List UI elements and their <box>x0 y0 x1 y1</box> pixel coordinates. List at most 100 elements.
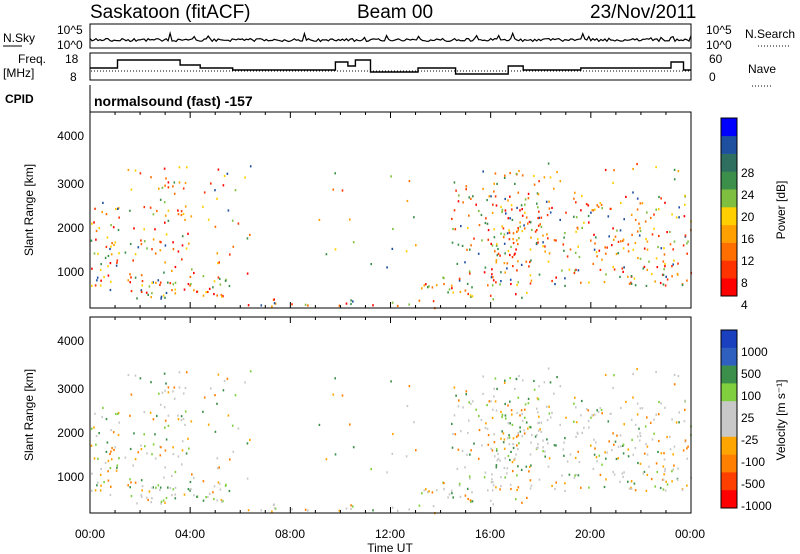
velocity-echo-cell <box>612 470 614 474</box>
x-tick-1600: 16:00 <box>475 527 505 541</box>
velocity-echo-cell <box>509 400 511 403</box>
power-echo-cell <box>205 291 207 294</box>
power-echo-cell <box>221 295 223 298</box>
power-echo-cell <box>643 247 646 250</box>
velocity-echo-cell <box>630 487 633 490</box>
axis-tick-marks <box>89 112 692 513</box>
velocity-echo-cell <box>164 389 166 392</box>
power-echo-cell <box>217 168 220 171</box>
power-echo-cell <box>151 281 153 284</box>
power-echo-cell <box>519 221 521 224</box>
velocity-echo-cell <box>604 373 607 377</box>
power-echo-cell <box>152 213 155 216</box>
velocity-echo-cell <box>548 405 550 408</box>
power-echo-cell <box>127 168 130 172</box>
power-echo-cell <box>443 283 445 286</box>
velocity-echo-cell <box>509 377 511 380</box>
velocity-echo-cell <box>681 488 684 492</box>
velocity-echo-cell <box>154 433 156 436</box>
power-echo-cell <box>639 202 642 205</box>
velocity-echo-cell <box>189 489 191 492</box>
velocity-echo-cell <box>664 489 667 492</box>
power-echo-cell <box>517 227 519 230</box>
power-echo-cell <box>187 283 190 286</box>
velocity-echo-cell <box>103 481 105 484</box>
power-echo-cell <box>274 302 277 305</box>
power-echo-cell <box>574 269 576 272</box>
velocity-echo-cell <box>536 407 538 410</box>
power-echo-cell <box>94 207 96 210</box>
power-echo-cell <box>465 185 468 188</box>
velocity-echo-cell <box>466 453 468 456</box>
power-echo-cell <box>654 280 656 283</box>
velocity-echo-cell <box>447 496 449 499</box>
power-echo-cell <box>489 294 492 297</box>
power-echo-cell <box>594 242 596 245</box>
power-echo-cell <box>509 278 512 281</box>
power-echo-cell <box>352 241 355 244</box>
velocity-echo-cell <box>493 433 495 436</box>
power-echo-cell <box>159 198 162 201</box>
power-echo-cell <box>551 279 553 283</box>
velocity-echo-cell <box>185 452 188 455</box>
power-echo-cell <box>662 260 665 263</box>
power-echo-cell <box>608 235 610 238</box>
velocity-echo-cell <box>663 452 665 455</box>
power-echo-cell <box>167 219 170 222</box>
velocity-echo-cell <box>617 457 619 460</box>
power-echo-cell <box>247 304 250 307</box>
power-echo-cell <box>632 248 635 251</box>
power-echo-cell <box>220 293 223 297</box>
velocity-echo-cell <box>587 419 590 423</box>
velocity-echo-cell <box>90 444 93 447</box>
velocity-echo-cell <box>504 457 506 460</box>
power-echo-cell <box>483 271 486 274</box>
velocity-echo-cell <box>687 445 689 448</box>
velocity-echo-cell <box>542 439 544 442</box>
velocity-echo-cell <box>246 477 249 480</box>
power-echo-cell <box>130 290 133 293</box>
velocity-echo-cell <box>101 416 103 419</box>
power-echo-cell <box>499 283 501 286</box>
power-echo-cell <box>117 207 119 210</box>
power-echo-cell <box>453 209 456 212</box>
power-echo-cell <box>332 188 335 191</box>
velocity-echo-cell <box>538 478 541 481</box>
power-echo-cell <box>615 252 618 256</box>
power-echo-cell <box>172 248 175 251</box>
power-echo-cell <box>448 288 451 291</box>
power-echo-cell <box>95 238 97 241</box>
velocity-echo-cell <box>470 449 472 452</box>
power-echo-cell <box>110 245 112 248</box>
velocity-echo-cell <box>606 451 608 454</box>
velocity-echo-cell <box>458 482 461 485</box>
power-echo-cell <box>664 284 667 287</box>
power-colorbar-step <box>721 118 737 137</box>
power-echo-cell <box>107 254 110 258</box>
power-echo-cell <box>612 227 614 230</box>
power-echo-cell <box>539 223 541 226</box>
velocity-echo-cell <box>597 410 600 413</box>
x-tick-1200: 12:00 <box>375 527 405 541</box>
power-echo-cell <box>512 238 514 241</box>
velocity-echo-cell <box>134 374 137 377</box>
velocity-echo-cell <box>216 499 218 502</box>
power-echo-cell <box>521 174 524 177</box>
power-echo-cell <box>100 263 102 266</box>
velocity-y-ticks: 4000 3000 2000 1000 <box>57 334 84 484</box>
velocity-echo-cell <box>133 432 135 435</box>
velocity-echo-cell <box>140 444 142 447</box>
velocity-echo-cell <box>160 446 162 449</box>
power-echo-cell <box>547 162 550 165</box>
power-echo-cell <box>677 170 680 173</box>
power-echo-cell <box>413 216 415 219</box>
velocity-echo-cell <box>338 509 341 512</box>
velocity-echo-cell <box>574 474 576 477</box>
velocity-echo-cell <box>435 489 438 492</box>
power-echo-cell <box>174 281 177 284</box>
velocity-echo-cell <box>184 386 187 390</box>
power-echo-cell <box>478 224 481 227</box>
power-echo-cell <box>396 304 399 307</box>
velocity-echo-cell <box>604 451 606 454</box>
power-echo-cell <box>260 304 263 307</box>
